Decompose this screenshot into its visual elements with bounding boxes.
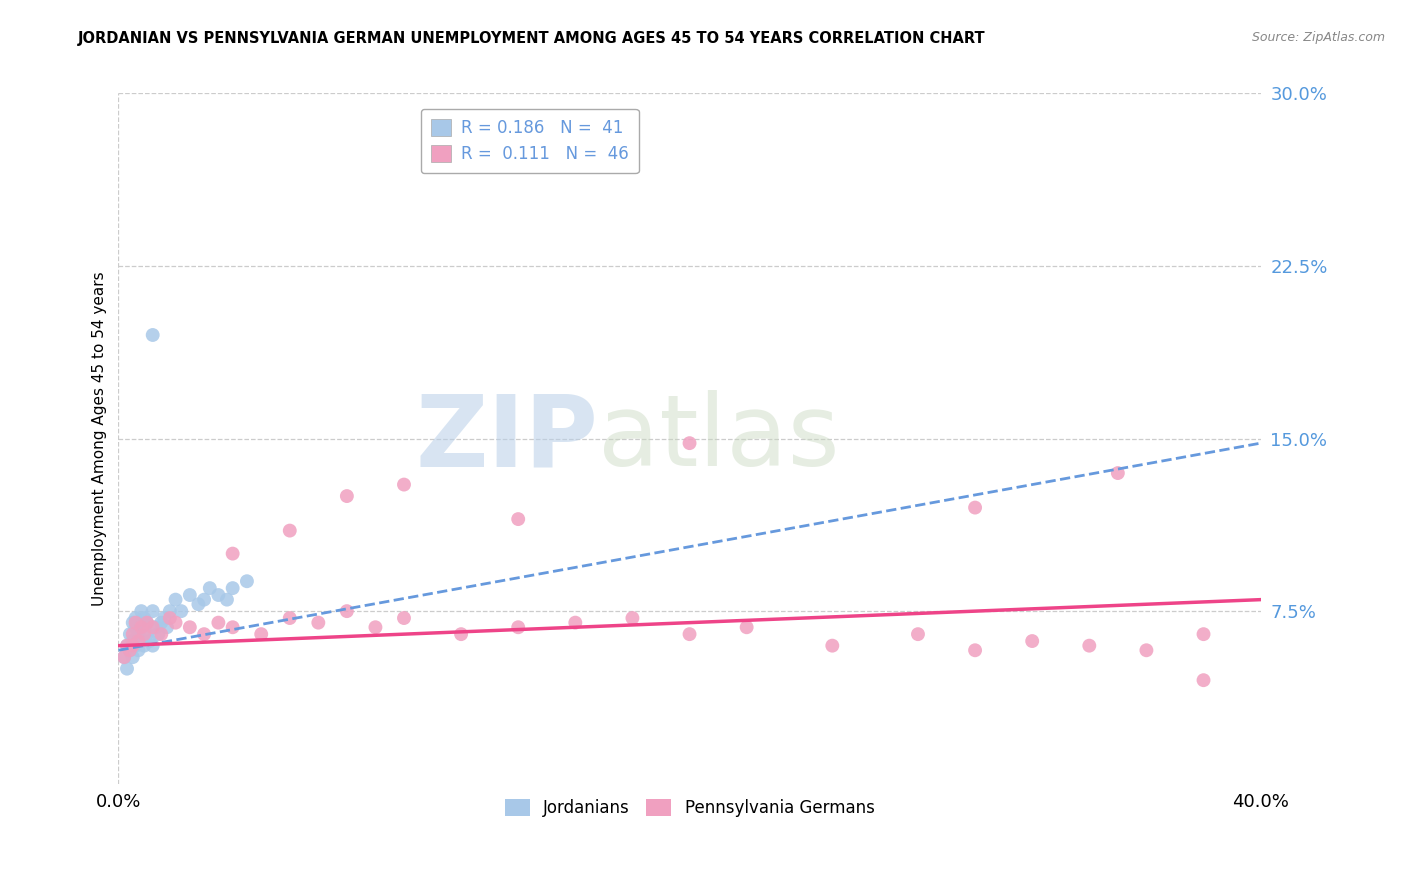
Point [364,620,387,634]
Point [112,650,135,665]
Point [1021,634,1043,648]
Point [136,615,159,630]
Point [1135,643,1157,657]
Point [124,620,146,634]
Point [124,615,146,630]
Point [118,643,141,657]
Point [121,615,143,630]
Point [278,524,301,538]
Point [142,604,165,618]
Point [1192,673,1215,688]
Point [148,627,170,641]
Point [1078,639,1101,653]
Point [821,639,844,653]
Point [250,627,273,641]
Point [159,611,181,625]
Legend: Jordanians, Pennsylvania Germans: Jordanians, Pennsylvania Germans [498,792,882,823]
Point [907,627,929,641]
Point [129,634,152,648]
Point [215,592,238,607]
Point [965,643,987,657]
Point [193,592,215,607]
Point [307,615,329,630]
Point [193,627,215,641]
Text: atlas: atlas [598,390,839,487]
Point [678,627,700,641]
Point [1107,466,1129,480]
Point [198,581,221,595]
Point [278,611,301,625]
Point [134,611,156,625]
Point [221,620,243,634]
Point [965,500,987,515]
Point [121,639,143,653]
Point [124,611,146,625]
Point [165,592,187,607]
Point [508,620,530,634]
Point [179,588,201,602]
Point [392,477,415,491]
Point [142,639,165,653]
Text: ZIP: ZIP [415,390,598,487]
Point [121,627,143,641]
Point [392,611,415,625]
Point [170,604,193,618]
Point [564,615,586,630]
Point [336,489,359,503]
Point [1192,627,1215,641]
Point [621,611,644,625]
Point [159,604,181,618]
Point [127,634,149,648]
Point [118,643,141,657]
Point [150,627,173,641]
Point [221,547,243,561]
Point [129,604,152,618]
Point [139,634,162,648]
Text: Source: ZipAtlas.com: Source: ZipAtlas.com [1251,31,1385,45]
Point [112,650,135,665]
Point [187,597,209,611]
Point [735,620,758,634]
Point [124,639,146,653]
Point [134,639,156,653]
Point [153,611,176,625]
Point [115,662,138,676]
Point [115,639,138,653]
Point [150,615,173,630]
Point [127,615,149,630]
Point [678,436,700,450]
Point [221,581,243,595]
Point [115,639,138,653]
Point [142,328,165,343]
Point [145,620,167,634]
Point [508,512,530,526]
Point [136,615,159,630]
Point [134,627,156,641]
Point [127,627,149,641]
Point [336,604,359,618]
Point [236,574,259,589]
Point [179,620,201,634]
Point [129,620,152,634]
Point [450,627,472,641]
Point [207,588,229,602]
Y-axis label: Unemployment Among Ages 45 to 54 years: Unemployment Among Ages 45 to 54 years [93,271,107,606]
Point [207,615,229,630]
Point [142,620,165,634]
Point [127,643,149,657]
Point [121,650,143,665]
Point [165,615,187,630]
Text: JORDANIAN VS PENNSYLVANIA GERMAN UNEMPLOYMENT AMONG AGES 45 TO 54 YEARS CORRELAT: JORDANIAN VS PENNSYLVANIA GERMAN UNEMPLO… [77,31,986,46]
Point [156,620,179,634]
Point [118,627,141,641]
Point [136,627,159,641]
Point [129,620,152,634]
Point [121,634,143,648]
